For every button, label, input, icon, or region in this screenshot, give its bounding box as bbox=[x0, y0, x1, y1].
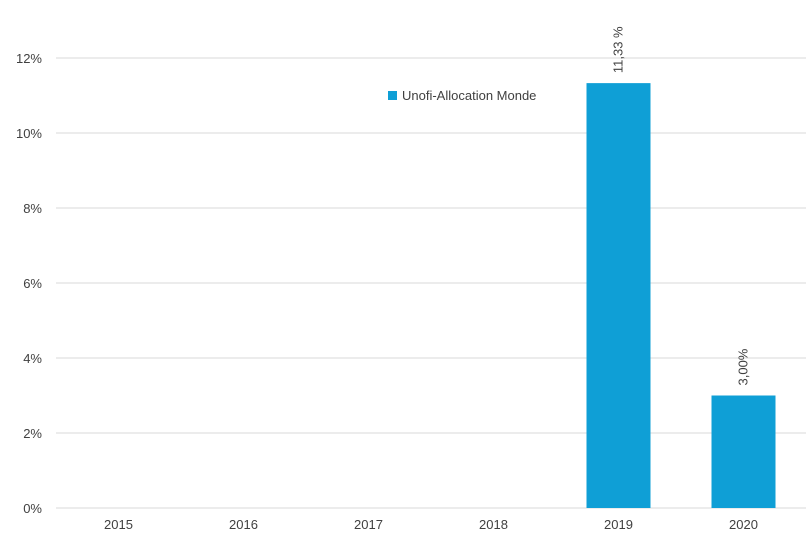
data-labels: 11,33 % 3,00% bbox=[611, 26, 751, 386]
gridlines bbox=[56, 57, 806, 509]
y-tick-label: 8% bbox=[23, 201, 42, 216]
legend-label: Unofi-Allocation Monde bbox=[402, 88, 536, 103]
y-tick-label: 10% bbox=[16, 126, 42, 141]
x-tick-label: 2016 bbox=[229, 517, 258, 532]
bar-2019 bbox=[586, 83, 651, 508]
y-tick-label: 6% bbox=[23, 276, 42, 291]
bars bbox=[586, 83, 776, 508]
x-tick-label: 2017 bbox=[354, 517, 383, 532]
x-tick-label: 2020 bbox=[729, 517, 758, 532]
y-tick-label: 12% bbox=[16, 51, 42, 66]
bar-2020 bbox=[711, 395, 776, 508]
data-label-2020: 3,00% bbox=[736, 348, 751, 385]
x-axis-ticks: 2015 2016 2017 2018 2019 2020 bbox=[104, 517, 758, 532]
y-tick-label: 4% bbox=[23, 351, 42, 366]
y-tick-label: 0% bbox=[23, 501, 42, 516]
data-label-2019: 11,33 % bbox=[611, 26, 626, 73]
x-tick-label: 2019 bbox=[604, 517, 633, 532]
x-tick-label: 2018 bbox=[479, 517, 508, 532]
legend-swatch bbox=[388, 91, 397, 100]
y-tick-label: 2% bbox=[23, 426, 42, 441]
x-tick-label: 2015 bbox=[104, 517, 133, 532]
legend: Unofi-Allocation Monde bbox=[388, 88, 536, 103]
y-axis-ticks: 0% 2% 4% 6% 8% 10% 12% bbox=[16, 51, 42, 516]
